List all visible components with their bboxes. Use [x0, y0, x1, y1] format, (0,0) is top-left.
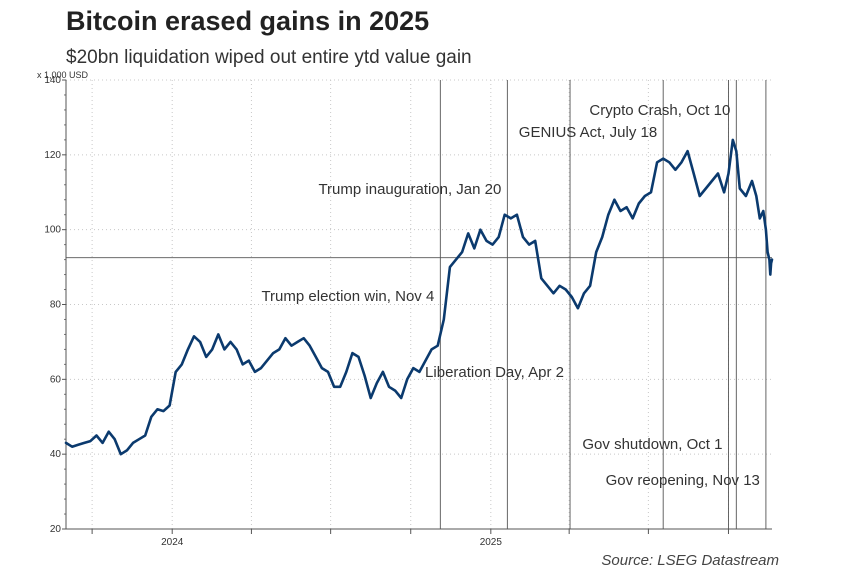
source-note: Source: LSEG Datastream	[601, 552, 779, 569]
event-label-2: Liberation Day, Apr 2	[425, 364, 564, 381]
unit-label: x 1,000 USD	[37, 70, 89, 80]
y-tick-label-20: 20	[50, 524, 62, 535]
event-markers: Trump election win, Nov 4 Trump inaugurat…	[66, 80, 772, 529]
y-tick-label-120: 120	[44, 150, 61, 161]
event-label-3: GENIUS Act, July 18	[519, 124, 657, 141]
y-tick-label-60: 60	[50, 374, 62, 385]
event-label-4: Gov shutdown, Oct 1	[582, 436, 722, 453]
event-label-0: Trump election win, Nov 4	[261, 288, 434, 305]
event-label-1: Trump inauguration, Jan 20	[318, 181, 501, 198]
series	[64, 138, 774, 456]
chart-subtitle: $20bn liquidation wiped out entire ytd v…	[66, 47, 472, 68]
y-tick-label-140: 140	[44, 75, 61, 86]
y-tick-label-80: 80	[50, 300, 62, 311]
y-tick-label-100: 100	[44, 225, 61, 236]
event-label-6: Gov reopening, Nov 13	[606, 472, 760, 489]
axes: 20 40 60 80 100 120 140 2024 2025	[44, 75, 772, 548]
chart-title: Bitcoin erased gains in 2025	[66, 6, 430, 36]
event-label-5: Crypto Crash, Oct 10	[589, 102, 730, 119]
x-tick-label-2024: 2024	[161, 537, 184, 548]
series-line-0	[64, 138, 774, 456]
y-tick-label-40: 40	[50, 449, 62, 460]
x-tick-label-2025: 2025	[480, 537, 503, 548]
